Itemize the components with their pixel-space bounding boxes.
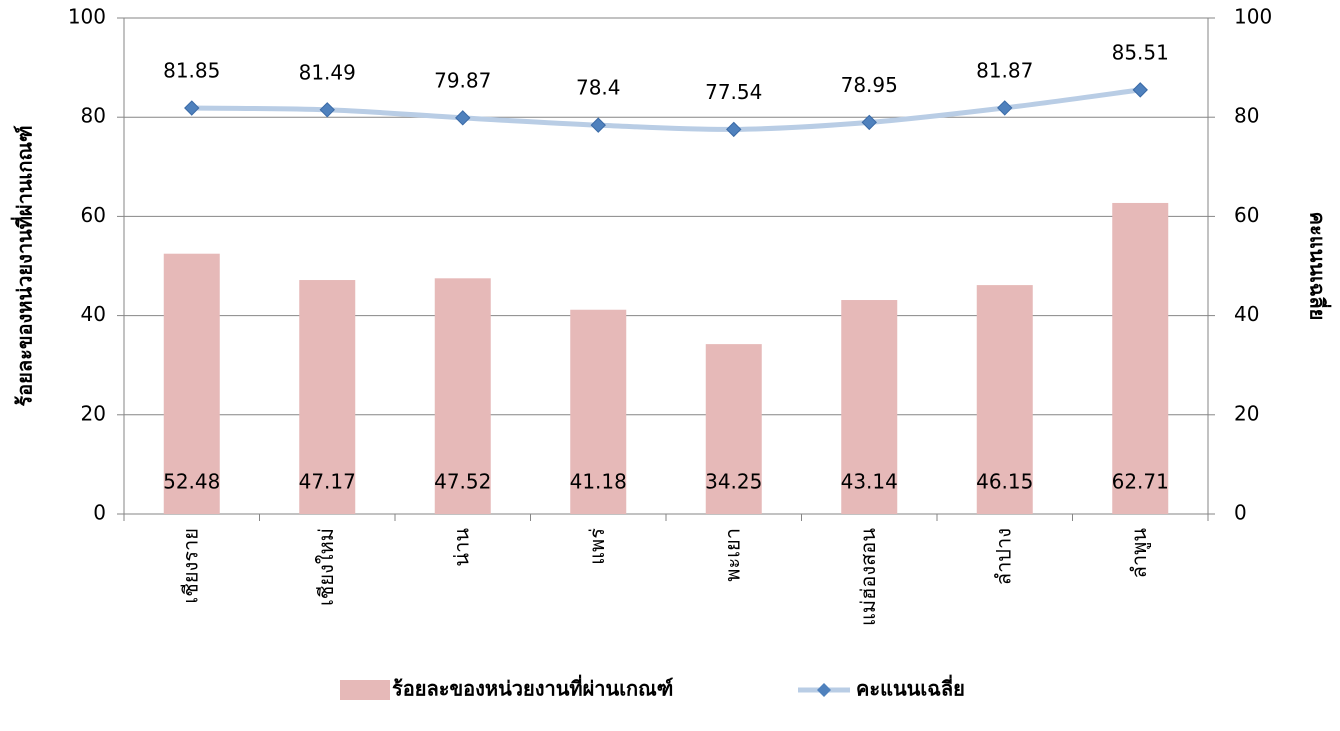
line-value-label: 77.54 [705, 80, 762, 104]
line-marker [997, 100, 1013, 116]
y-tick-label: 100 [68, 5, 106, 29]
line-value-label: 79.87 [434, 68, 491, 92]
bar [841, 300, 898, 514]
bar-value-label: 41.18 [570, 470, 627, 494]
bar [434, 278, 491, 514]
y2-tick-label: 80 [1234, 104, 1259, 128]
y2-tick-label: 60 [1234, 203, 1259, 227]
bar [705, 344, 762, 514]
y2-tick-label: 20 [1234, 401, 1259, 425]
x-tick-label: พะเยา [720, 528, 744, 582]
line [191, 87, 1141, 132]
legend-swatch [340, 680, 390, 700]
bar [299, 280, 356, 514]
line-value-label: 78.95 [841, 73, 898, 97]
y-tick-label: 0 [93, 501, 106, 525]
bar [1112, 202, 1169, 514]
y-axis-title: ร้อยละของหน่วยงานที่ผ่านเกณฑ์ [10, 125, 37, 406]
line-marker [1132, 82, 1148, 98]
y-tick-label: 20 [81, 401, 106, 425]
line-value-label: 81.87 [976, 58, 1033, 82]
x-tick-label: น่าน [449, 528, 473, 567]
x-tick-label: แพร่ [585, 528, 609, 565]
y2-axis-title: คะแนนเฉลี่ย [1306, 212, 1333, 321]
bar-value-label: 34.25 [705, 470, 762, 494]
legend-label: คะแนนเฉลี่ย [856, 674, 965, 701]
line-marker [861, 114, 877, 131]
x-tick-label: ลำพูน [1127, 528, 1152, 579]
bar-value-label: 62.71 [1112, 470, 1169, 494]
bar-value-label: 43.14 [841, 470, 898, 494]
line-value-label: 85.51 [1112, 40, 1169, 64]
y2-tick-label: 100 [1234, 5, 1272, 29]
y-tick-label: 40 [81, 302, 106, 326]
line-value-label: 81.85 [163, 59, 220, 83]
line-marker [726, 121, 742, 138]
bar [163, 253, 220, 514]
bar-value-label: 52.48 [163, 470, 220, 494]
y-tick-label: 80 [81, 104, 106, 128]
legend-label: ร้อยละของหน่วยงานที่ผ่านเกณฑ์ [392, 674, 673, 701]
y2-tick-label: 40 [1234, 302, 1259, 326]
line-marker [184, 100, 200, 116]
line-value-label: 78.4 [576, 76, 621, 100]
y2-tick-label: 0 [1234, 501, 1247, 525]
line-value-label: 81.49 [299, 60, 356, 84]
line-marker [455, 110, 471, 126]
bar-value-label: 47.17 [299, 470, 356, 494]
x-tick-label: เชียงราย [178, 528, 202, 604]
line-marker [590, 117, 606, 133]
x-tick-label: แม่ฮ่องสอน [856, 528, 880, 626]
bar [570, 309, 627, 514]
bar-value-label: 47.52 [434, 470, 491, 494]
x-tick-label: ลำปาง [991, 528, 1015, 585]
line-marker [319, 102, 335, 118]
x-tick-label: เชียงใหม่ [314, 528, 338, 606]
y-tick-label: 60 [81, 203, 106, 227]
bar-value-label: 46.15 [976, 470, 1033, 494]
legend-marker [817, 683, 831, 697]
bar [976, 285, 1033, 514]
